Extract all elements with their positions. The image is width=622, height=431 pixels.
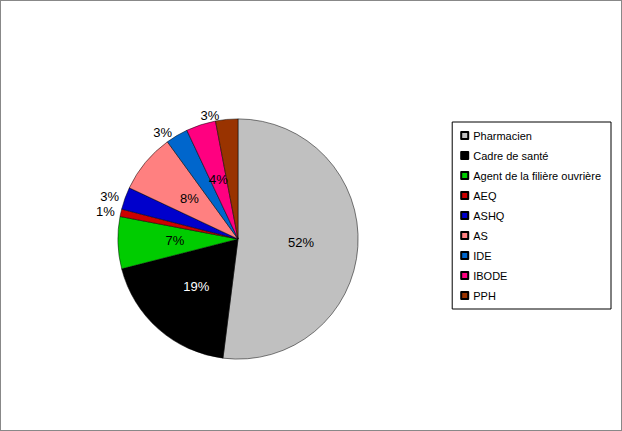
svg-text:Pharmacien: Pharmacien bbox=[473, 130, 532, 142]
svg-text:PPH: PPH bbox=[473, 290, 496, 302]
svg-text:3%: 3% bbox=[153, 125, 172, 140]
svg-text:AS: AS bbox=[473, 230, 488, 242]
svg-text:52%: 52% bbox=[288, 235, 314, 250]
svg-text:ASHQ: ASHQ bbox=[473, 210, 505, 222]
svg-text:Cadre de santé: Cadre de santé bbox=[473, 150, 548, 162]
svg-text:IDE: IDE bbox=[473, 250, 491, 262]
svg-text:8%: 8% bbox=[180, 191, 199, 206]
svg-text:3%: 3% bbox=[201, 108, 220, 123]
svg-text:19%: 19% bbox=[183, 279, 209, 294]
svg-text:4%: 4% bbox=[209, 172, 228, 187]
svg-text:1%: 1% bbox=[96, 204, 115, 219]
svg-text:3%: 3% bbox=[100, 189, 119, 204]
svg-text:AEQ: AEQ bbox=[473, 190, 497, 202]
svg-text:7%: 7% bbox=[166, 233, 185, 248]
svg-text:IBODE: IBODE bbox=[473, 270, 507, 282]
svg-text:Agent de la filière ouvrière: Agent de la filière ouvrière bbox=[473, 170, 601, 182]
